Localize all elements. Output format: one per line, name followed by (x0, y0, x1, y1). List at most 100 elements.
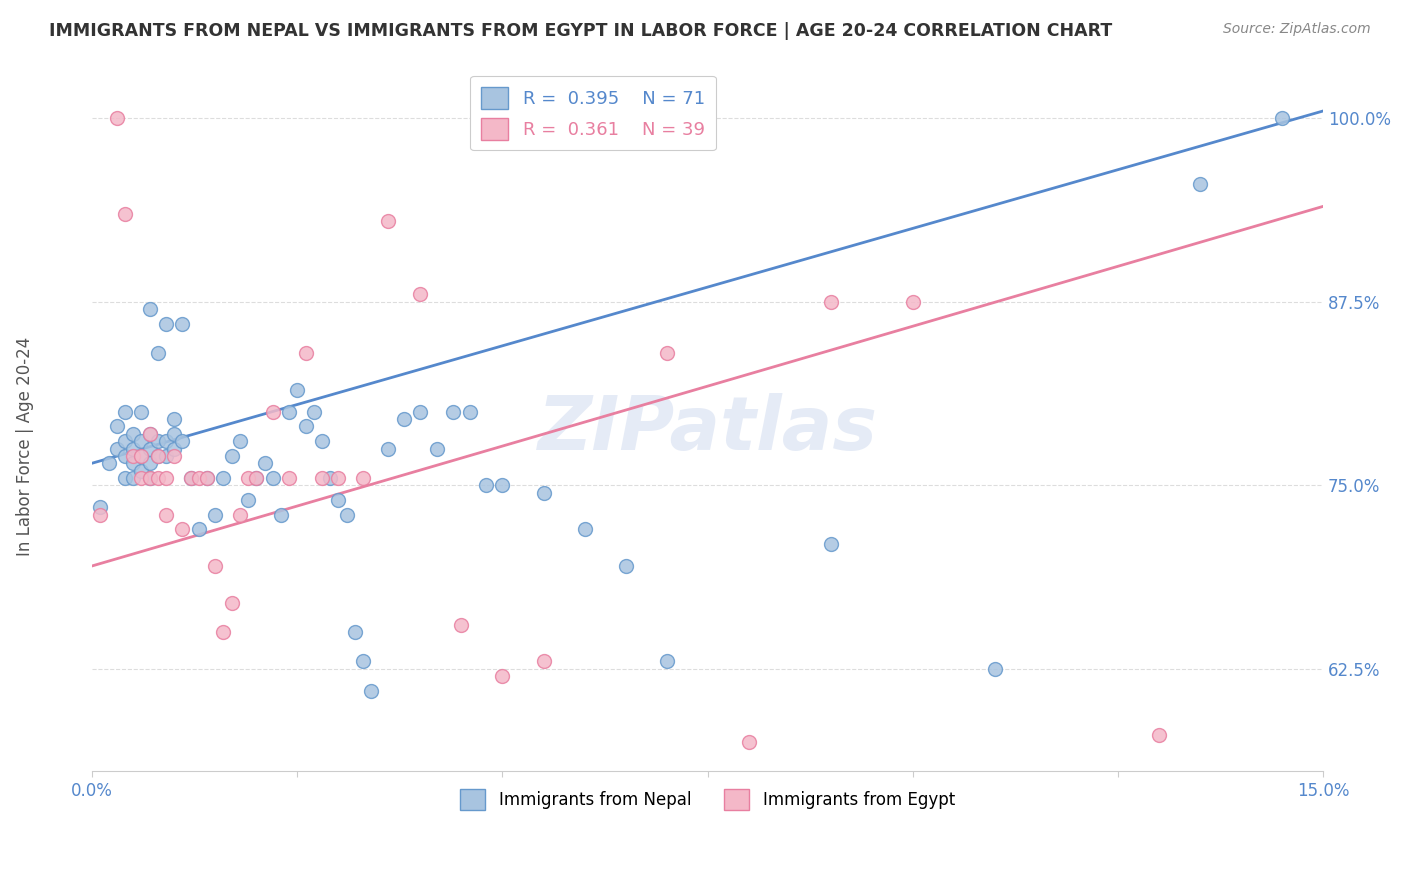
Point (655, 346, 678, 360)
Point (655, 654, 678, 668)
Text: IMMIGRANTS FROM NEPAL VS IMMIGRANTS FROM EGYPT IN LABOR FORCE | AGE 20-24 CORREL: IMMIGRANTS FROM NEPAL VS IMMIGRANTS FROM… (49, 22, 1112, 40)
Point (138, 302, 160, 317)
Point (146, 471, 169, 485)
Point (901, 294, 924, 309)
Point (97, 456, 120, 470)
Point (122, 471, 145, 485)
Point (212, 624, 235, 639)
Point (294, 346, 316, 360)
Point (138, 456, 160, 470)
Point (180, 471, 202, 485)
Point (138, 426, 160, 441)
Point (533, 485, 555, 500)
Point (245, 471, 267, 485)
Point (392, 412, 415, 426)
Point (319, 471, 342, 485)
Point (409, 405, 432, 419)
Point (114, 405, 136, 419)
Legend: Immigrants from Nepal, Immigrants from Egypt: Immigrants from Nepal, Immigrants from E… (454, 783, 962, 816)
Text: Source: ZipAtlas.com: Source: ZipAtlas.com (1223, 22, 1371, 37)
Point (131, 463, 153, 477)
Point (278, 405, 301, 419)
Point (311, 434, 333, 449)
Point (335, 508, 357, 522)
Point (204, 558, 226, 573)
Point (294, 419, 316, 434)
Point (458, 405, 481, 419)
Point (236, 492, 259, 507)
Point (221, 449, 243, 463)
Point (221, 596, 243, 610)
Point (574, 522, 596, 536)
Point (236, 471, 259, 485)
Point (89, 500, 111, 515)
Point (114, 449, 136, 463)
Text: In Labor Force | Age 20-24: In Labor Force | Age 20-24 (17, 336, 34, 556)
Point (146, 346, 169, 360)
Point (195, 471, 218, 485)
Point (820, 294, 842, 309)
Point (131, 449, 153, 463)
Point (328, 492, 350, 507)
Point (114, 471, 136, 485)
Point (360, 683, 382, 698)
Point (131, 471, 153, 485)
Point (155, 449, 177, 463)
Point (278, 471, 301, 485)
Point (131, 434, 153, 449)
Point (245, 471, 267, 485)
Point (311, 471, 333, 485)
Point (491, 669, 513, 683)
Point (122, 449, 145, 463)
Point (172, 522, 194, 536)
Point (131, 449, 153, 463)
Point (229, 434, 252, 449)
Point (146, 449, 169, 463)
Point (285, 383, 308, 397)
Point (122, 426, 145, 441)
Point (138, 471, 160, 485)
Text: ZIPatlas: ZIPatlas (537, 393, 877, 467)
Point (270, 508, 292, 522)
Point (195, 471, 218, 485)
Point (253, 456, 276, 470)
Point (737, 735, 759, 749)
Point (138, 442, 160, 456)
Point (328, 471, 350, 485)
Point (114, 207, 136, 221)
Point (1271, 112, 1294, 126)
Point (302, 405, 325, 419)
Point (409, 287, 432, 301)
Point (155, 508, 177, 522)
Point (426, 442, 449, 456)
Point (533, 654, 555, 668)
Point (1147, 728, 1170, 742)
Point (352, 654, 374, 668)
Point (122, 442, 145, 456)
Point (441, 405, 464, 419)
Point (475, 478, 498, 492)
Point (155, 317, 177, 331)
Point (1189, 178, 1212, 192)
Point (491, 478, 513, 492)
Point (377, 442, 399, 456)
Point (204, 508, 226, 522)
Point (262, 471, 284, 485)
Point (89, 508, 111, 522)
Point (122, 456, 145, 470)
Point (343, 624, 366, 639)
Point (450, 617, 472, 632)
Point (163, 449, 186, 463)
Point (146, 434, 169, 449)
Point (187, 522, 209, 536)
Point (172, 317, 194, 331)
Point (377, 214, 399, 228)
Point (105, 442, 128, 456)
Point (131, 405, 153, 419)
Point (155, 434, 177, 449)
Point (212, 471, 235, 485)
Point (180, 471, 202, 485)
Point (114, 434, 136, 449)
Point (229, 508, 252, 522)
Point (352, 471, 374, 485)
